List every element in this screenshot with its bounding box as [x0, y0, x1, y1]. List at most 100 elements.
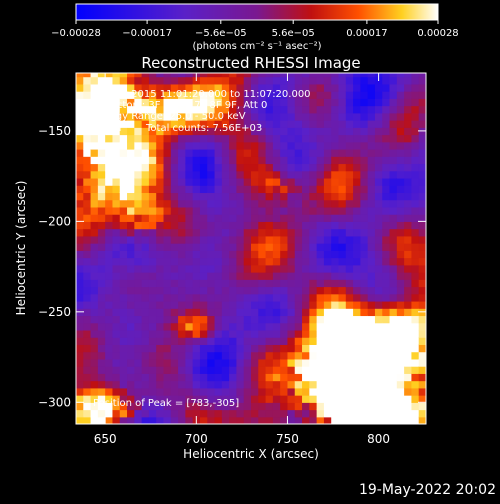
- heatmap-cell: [331, 337, 340, 345]
- heatmap-cell: [207, 272, 216, 280]
- heatmap-cell: [199, 272, 208, 280]
- heatmap-cell: [389, 409, 398, 418]
- heatmap-cell: [258, 300, 267, 309]
- heatmap-cell: [374, 243, 383, 251]
- heatmap-cell: [294, 185, 303, 194]
- heatmap-cell: [272, 402, 281, 411]
- heatmap-cell: [214, 315, 223, 324]
- heatmap-cell: [345, 235, 354, 244]
- heatmap-cell: [309, 250, 318, 259]
- heatmap-cell: [83, 264, 92, 273]
- heatmap-cell: [141, 105, 150, 114]
- heatmap-cell: [353, 322, 361, 331]
- heatmap-cell: [148, 73, 157, 78]
- heatmap-cell: [127, 134, 135, 143]
- heatmap-cell: [83, 402, 92, 411]
- heatmap-cell: [367, 91, 376, 99]
- heatmap-cell: [411, 344, 420, 353]
- heatmap-cell: [367, 73, 376, 78]
- heatmap-cell: [134, 134, 143, 143]
- heatmap-cell: [112, 409, 121, 418]
- heatmap-cell: [134, 409, 143, 418]
- chart-title: Reconstructed RHESSI Image: [141, 54, 360, 72]
- heatmap-cell: [170, 344, 179, 353]
- heatmap-cell: [229, 185, 238, 194]
- heatmap-cell: [76, 206, 84, 215]
- heatmap-cell: [83, 344, 92, 353]
- heatmap-cell: [156, 199, 165, 208]
- heatmap-cell: [309, 134, 318, 143]
- heatmap-cell: [76, 337, 84, 345]
- heatmap-cell: [112, 228, 121, 237]
- heatmap-cell: [134, 416, 143, 424]
- heatmap-cell: [112, 395, 121, 403]
- heatmap-cell: [185, 416, 194, 424]
- heatmap-cell: [134, 380, 143, 389]
- heatmap-cell: [396, 163, 405, 172]
- heatmap-cell: [221, 279, 230, 288]
- heatmap-cell: [404, 409, 413, 418]
- heatmap-cell: [382, 228, 391, 237]
- heatmap-cell: [309, 206, 318, 215]
- heatmap-cell: [396, 105, 405, 114]
- heatmap-cell: [251, 98, 259, 107]
- heatmap-cell: [396, 300, 405, 309]
- heatmap-cell: [367, 177, 376, 186]
- heatmap-cell: [323, 351, 332, 360]
- heatmap-cell: [265, 300, 274, 309]
- heatmap-cell: [90, 156, 99, 165]
- heatmap-cell: [112, 416, 121, 424]
- heatmap-cell: [251, 293, 259, 302]
- heatmap-cell: [214, 177, 223, 186]
- heatmap-cell: [280, 243, 289, 251]
- heatmap-cell: [272, 235, 281, 244]
- heatmap-cell: [374, 105, 383, 114]
- heatmap-cell: [418, 322, 426, 331]
- heatmap-cell: [389, 120, 398, 128]
- heatmap-cell: [236, 177, 245, 186]
- heatmap-cell: [127, 73, 135, 78]
- heatmap-cell: [76, 257, 84, 266]
- heatmap-cell: [316, 112, 325, 121]
- heatmap-cell: [382, 91, 391, 99]
- heatmap-cell: [331, 402, 340, 411]
- heatmap-cell: [119, 127, 128, 136]
- heatmap-cell: [112, 221, 121, 230]
- heatmap-cell: [178, 127, 186, 136]
- heatmap-cell: [97, 120, 106, 128]
- heatmap-cell: [309, 235, 318, 244]
- heatmap-cell: [163, 91, 172, 99]
- heatmap-cell: [192, 105, 201, 114]
- footer-date: 19-May-2022 20:02: [359, 482, 496, 498]
- heatmap-cell: [389, 337, 398, 345]
- heatmap-cell: [272, 148, 281, 157]
- heatmap-cell: [97, 170, 106, 179]
- heatmap-cell: [148, 127, 157, 136]
- heatmap-cell: [134, 148, 143, 157]
- heatmap-cell: [360, 322, 369, 331]
- heatmap-cell: [185, 228, 194, 237]
- heatmap-cell: [302, 329, 310, 338]
- heatmap-cell: [272, 76, 281, 85]
- heatmap-cell: [382, 351, 391, 360]
- heatmap-cell: [148, 264, 157, 273]
- heatmap-cell: [316, 257, 325, 266]
- heatmap-cell: [396, 199, 405, 208]
- heatmap-cell: [243, 91, 252, 99]
- heatmap-cell: [345, 264, 354, 273]
- heatmap-cell: [251, 373, 259, 382]
- heatmap-cell: [272, 199, 281, 208]
- heatmap-cell: [170, 163, 179, 172]
- heatmap-cell: [148, 76, 157, 85]
- heatmap-cell: [119, 73, 128, 78]
- heatmap-cell: [302, 416, 310, 424]
- heatmap-cell: [251, 337, 259, 345]
- heatmap-cell: [90, 387, 99, 396]
- heatmap-cell: [243, 120, 252, 128]
- heatmap-cell: [418, 337, 426, 345]
- heatmap-cell: [374, 228, 383, 237]
- heatmap-cell: [316, 163, 325, 172]
- heatmap-cell: [127, 83, 135, 92]
- heatmap-cell: [148, 351, 157, 360]
- heatmap-cell: [331, 250, 340, 259]
